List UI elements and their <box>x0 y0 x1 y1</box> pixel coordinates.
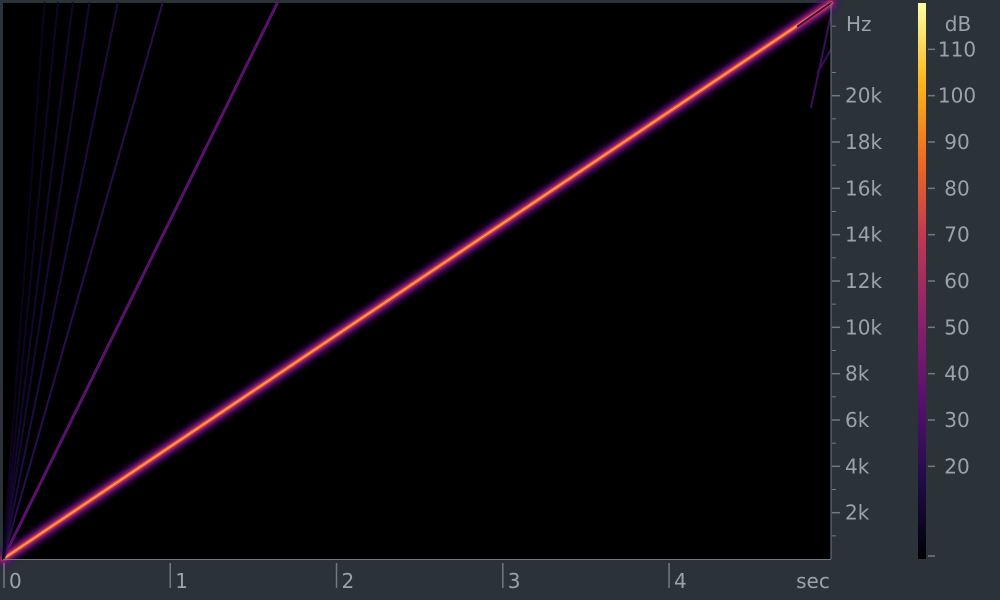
y-tick-label: 14k <box>845 223 882 247</box>
y-tick-label: 16k <box>845 176 882 200</box>
spectrogram-traces <box>0 0 838 566</box>
y-tick-label: 8k <box>845 362 870 386</box>
colorbar-tick-label: 20 <box>944 454 969 478</box>
colorbar-tick-label: 70 <box>944 223 969 247</box>
harmonic-trace-2 <box>2 2 164 560</box>
harmonic-trace-6 <box>2 2 59 560</box>
aliased-trace-10 <box>816 48 832 74</box>
y-tick-label: 18k <box>845 130 882 154</box>
colorbar-unit-label: dB <box>945 12 971 36</box>
y-tick-label: 6k <box>845 408 870 432</box>
y-axis-unit-label: Hz <box>846 12 872 36</box>
y-tick-label: 20k <box>845 84 882 108</box>
x-tick-label: 4 <box>674 569 687 593</box>
y-axis: 2k 4k 6k 8k 10k 12k 14k 16k 18k 20k <box>832 25 882 537</box>
aliased-trace-9 <box>810 13 832 109</box>
colorbar-tick-label: 90 <box>944 130 969 154</box>
y-tick-label: 2k <box>845 501 870 525</box>
x-axis: 0 1 2 3 4 <box>3 563 687 593</box>
harmonic-trace-7 <box>2 2 46 560</box>
harmonic-trace-4 <box>2 2 91 560</box>
fundamental-sweep-core <box>2 2 832 560</box>
colorbar <box>918 3 926 559</box>
colorbar-tick-label: 110 <box>938 37 976 61</box>
y-tick-label: 4k <box>845 454 870 478</box>
x-axis-unit-label: sec <box>796 569 830 593</box>
harmonic-trace-3 <box>2 2 119 560</box>
harmonic-trace-5 <box>2 2 74 560</box>
x-tick-label: 0 <box>9 569 22 593</box>
colorbar-axis: 20 30 40 50 60 70 80 90 100 110 <box>928 37 976 557</box>
colorbar-tick-label: 80 <box>944 176 969 200</box>
colorbar-tick-label: 40 <box>944 362 969 386</box>
y-tick-label: 12k <box>845 269 882 293</box>
x-tick-label: 1 <box>175 569 188 593</box>
colorbar-tick-label: 60 <box>944 269 969 293</box>
harmonic-trace-1 <box>1 1 279 561</box>
colorbar-tick-label: 30 <box>944 408 969 432</box>
colorbar-tick-label: 50 <box>944 315 969 339</box>
aliased-trace-8 <box>796 2 832 28</box>
x-tick-label: 2 <box>342 569 355 593</box>
y-tick-label: 10k <box>845 315 882 339</box>
colorbar-tick-label: 100 <box>938 84 976 108</box>
x-tick-label: 3 <box>508 569 521 593</box>
